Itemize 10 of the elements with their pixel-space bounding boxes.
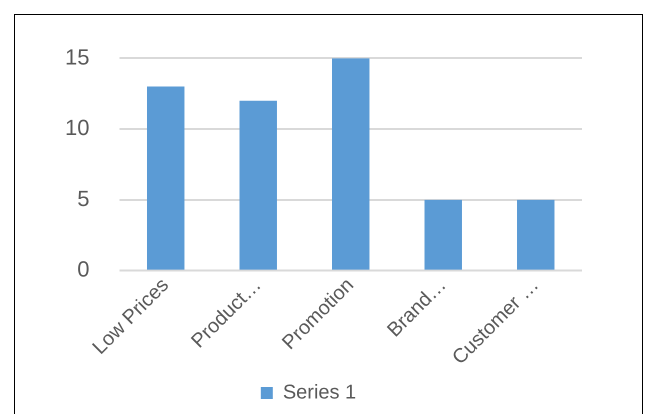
y-tick-label: 5 <box>77 186 90 211</box>
bar <box>424 200 462 270</box>
bar <box>239 100 277 270</box>
y-tick-label: 0 <box>77 256 90 282</box>
y-tick-label: 10 <box>64 115 90 140</box>
bar <box>146 86 184 270</box>
bar <box>332 58 370 270</box>
legend-label: Series 1 <box>282 382 356 404</box>
y-tick-label: 15 <box>64 44 90 70</box>
bar <box>517 200 554 270</box>
